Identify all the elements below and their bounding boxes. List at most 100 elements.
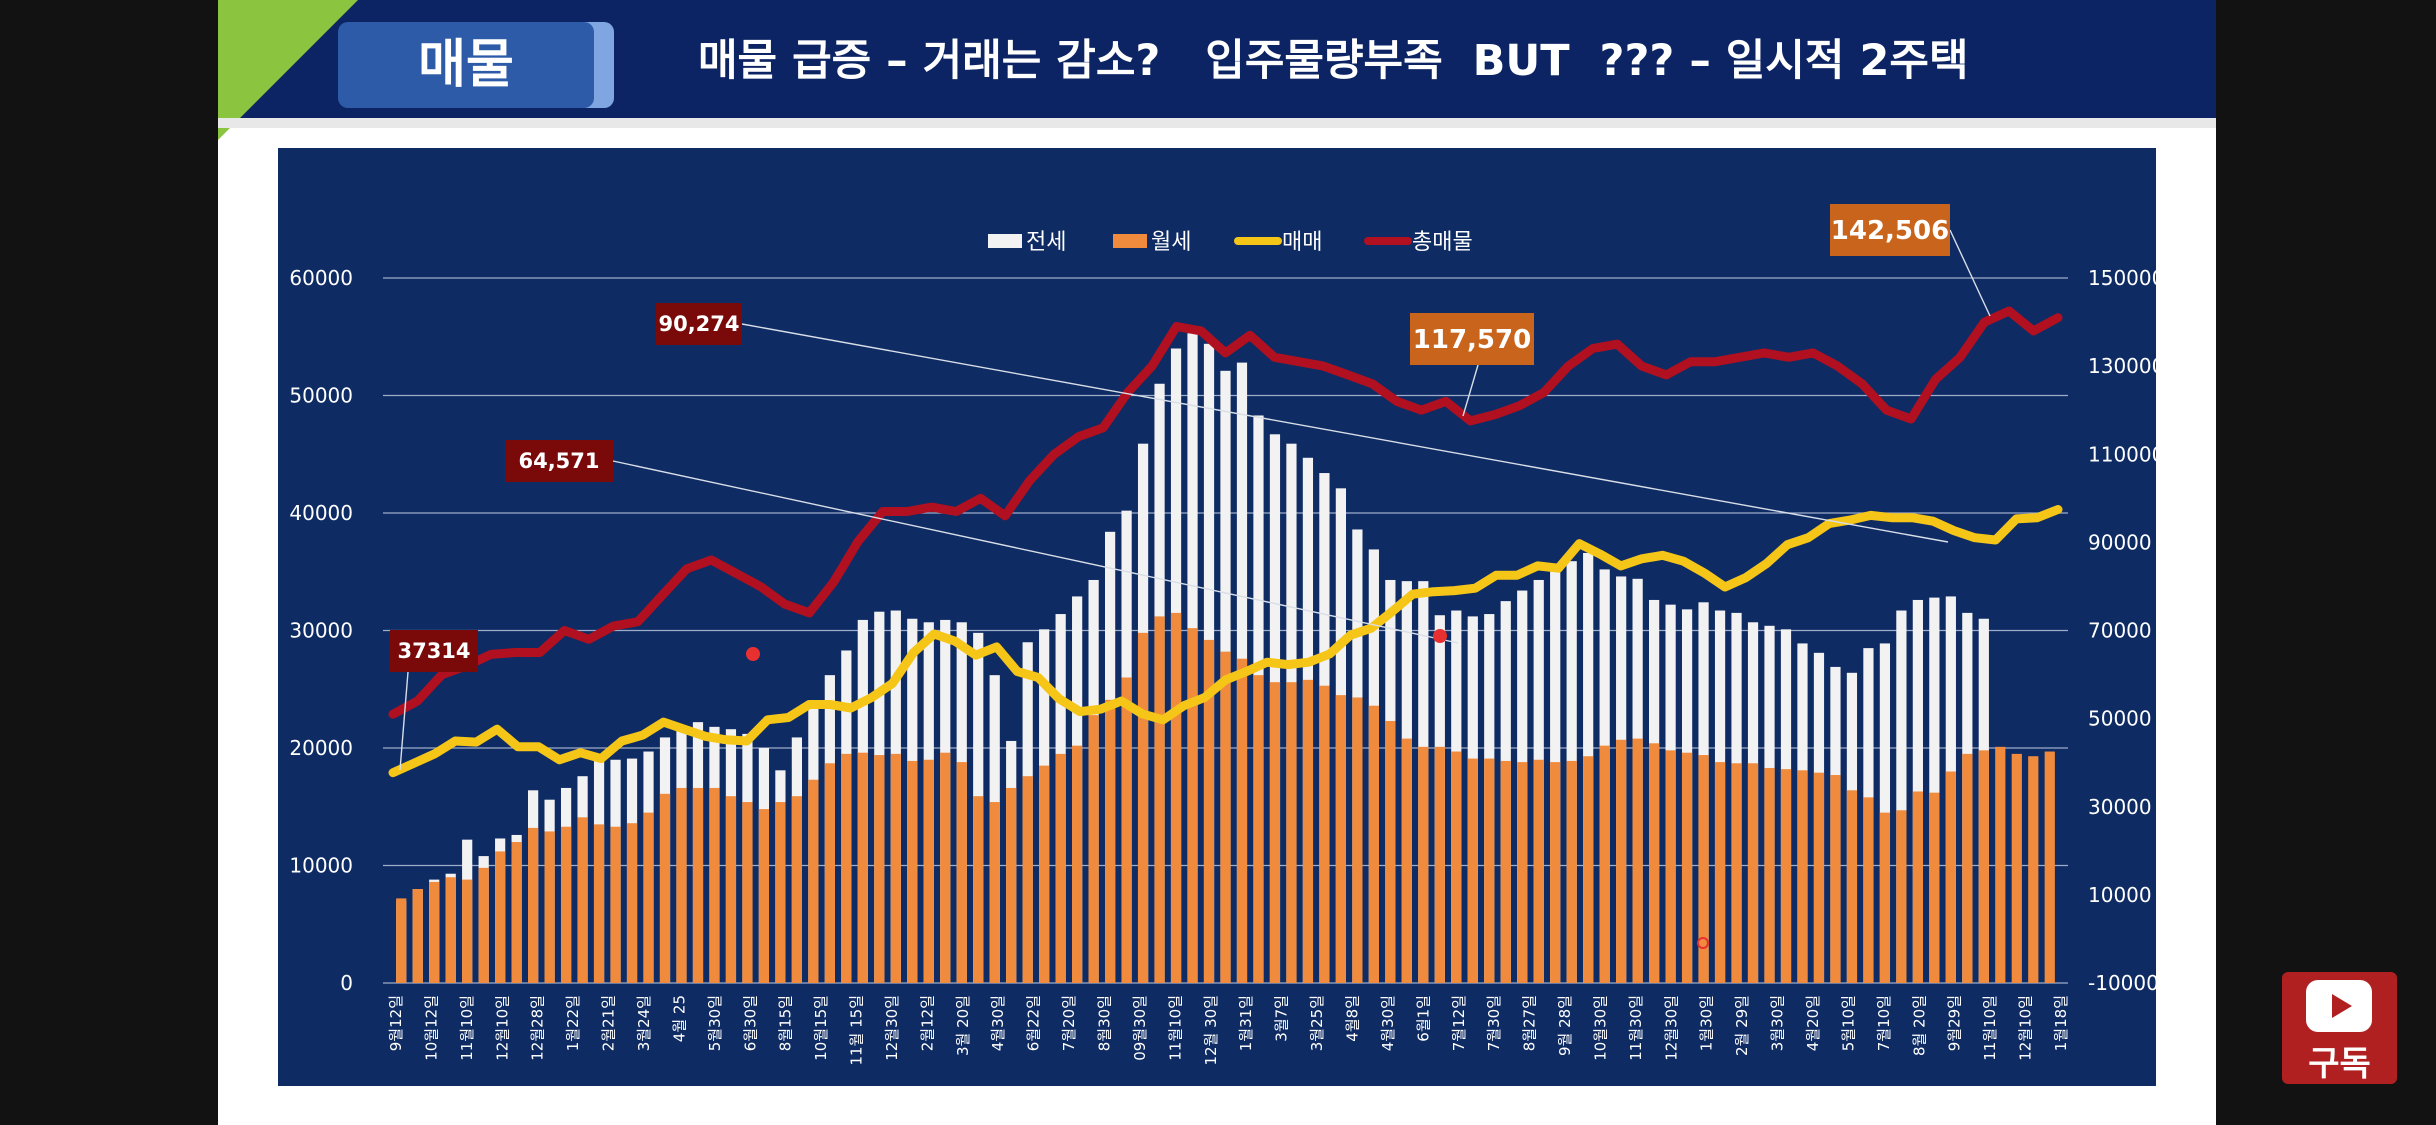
legend-swatch (988, 234, 1022, 248)
bar-wolse (1484, 758, 1495, 983)
x-tick-label: 11월10일 (1166, 995, 1184, 1061)
x-tick-label: 4월30일 (1379, 995, 1397, 1051)
bar-wolse (1170, 612, 1182, 983)
callout-label: 117,570 (1413, 325, 1531, 355)
x-tick-label: 11월 15일 (848, 995, 866, 1066)
header-divider (218, 118, 2216, 128)
x-tick-label: 1월31일 (1237, 995, 1255, 1051)
y-right-tick-label: 30000 (2088, 795, 2152, 819)
bar-wolse (577, 817, 588, 983)
y-left-tick-label: 20000 (289, 736, 353, 760)
y-left-tick-label: 0 (340, 971, 353, 995)
callout-box (656, 303, 742, 345)
x-tick-label: 2월12일 (918, 995, 936, 1051)
bar-wolse (1962, 753, 1973, 983)
bar-wolse (973, 796, 984, 983)
x-tick-label: 8월 20일 (1910, 995, 1928, 1056)
legend-swatch (1113, 234, 1147, 248)
callout-leader (399, 671, 409, 771)
bar-wolse (1236, 658, 1248, 983)
subscribe-button[interactable]: 구독 (2282, 972, 2397, 1084)
bar-wolse (429, 881, 440, 983)
bar-wolse (1319, 685, 1330, 983)
x-tick-label: 7월30일 (1485, 995, 1503, 1051)
bar-wolse (2011, 753, 2022, 983)
bar-jeonse (1929, 597, 1940, 983)
bar-wolse (1286, 682, 1297, 983)
bar-wolse (1104, 699, 1116, 983)
legend-label: 전세 (1026, 230, 1066, 255)
bar-wolse (1616, 739, 1627, 983)
x-tick-label: 7월10일 (1875, 995, 1893, 1051)
y-left-tick-label: 40000 (289, 501, 353, 525)
bar-wolse (1220, 651, 1231, 983)
x-tick-label: 12월10일 (493, 995, 511, 1061)
bar-wolse (1995, 746, 2006, 983)
bar-wolse (560, 826, 572, 983)
y-right-tick-label: 50000 (2088, 707, 2152, 731)
callout-leader (1462, 364, 1479, 417)
bar-wolse (1154, 616, 1165, 983)
section-tag-label: 매물 (418, 35, 514, 95)
y-right-tick-label: -10000 (2088, 971, 2156, 995)
bar-wolse (1269, 682, 1281, 983)
x-tick-label: 12월 30일 (1202, 995, 1220, 1066)
bar-wolse (1830, 775, 1841, 983)
x-tick-label: 11월30일 (1627, 995, 1645, 1061)
callout-leader (741, 323, 1949, 543)
bar-wolse (1121, 677, 1132, 983)
combo-chart: 0 10000 20000 30000 40000 50000 60000 -10000 100… (289, 204, 2164, 1066)
section-tag: 매물 (338, 22, 614, 108)
x-tick-label: 11월10일 (458, 995, 476, 1061)
bar-wolse (1088, 715, 1099, 983)
line-maemae (388, 505, 2063, 778)
callout-leader (1949, 229, 1991, 317)
callout-label: 142,506 (1831, 216, 1949, 246)
callout-leader (612, 460, 1459, 644)
legend-label: 매매 (1282, 230, 1322, 255)
bar-wolse (544, 831, 555, 983)
bar-wolse (1583, 756, 1594, 983)
legend-label: 총매물 (1412, 230, 1473, 255)
bar-wolse (1945, 771, 1956, 983)
bar-wolse (1797, 770, 1808, 983)
y-right-tick-label: 110000 (2088, 442, 2156, 466)
bar-wolse (511, 842, 522, 983)
bar-wolse (1434, 746, 1445, 983)
x-tick-label: 3월 20일 (954, 995, 972, 1056)
bar-wolse (643, 812, 654, 983)
x-tick-label: 12월10일 (2017, 995, 2035, 1061)
x-tick-label: 4월30일 (989, 995, 1007, 1051)
callout-label: 37314 (397, 639, 470, 663)
x-tick-label: 8월15일 (777, 995, 795, 1051)
bar-wolse (1533, 759, 1544, 983)
x-tick-label: 1월18일 (2052, 995, 2070, 1051)
x-tick-label: 3월24일 (635, 995, 653, 1051)
bar-wolse (890, 753, 901, 983)
bar-wolse (1896, 810, 1907, 983)
bar-wolse (1039, 765, 1050, 983)
x-tick-label: 2월 29일 (1733, 995, 1751, 1056)
bar-wolse (593, 824, 605, 983)
y-left-tick-label: 50000 (289, 384, 353, 408)
bar-wolse (1550, 762, 1561, 983)
bar-wolse (1649, 743, 1660, 983)
callout-box (1410, 313, 1534, 365)
bar-wolse (1599, 745, 1610, 983)
bar-wolse (1418, 746, 1429, 983)
bar-wolse (775, 802, 786, 983)
line-total-listings (388, 306, 2063, 719)
x-tick-label: 4월 25 (670, 995, 688, 1042)
bar-wolse (412, 889, 423, 983)
x-tick-label: 10월15일 (812, 995, 830, 1061)
bar-wolse (396, 898, 407, 983)
bar-wolse (528, 827, 539, 983)
bar-wolse (1912, 791, 1923, 983)
callout-box (1830, 204, 1950, 256)
x-tick-label: 11월10일 (1981, 995, 1999, 1061)
bar-wolse (709, 787, 720, 983)
x-tick-label: 1월22일 (564, 995, 582, 1051)
bar-wolse (1929, 792, 1940, 983)
callout-box (505, 440, 613, 482)
x-tick-label: 9월12일 (387, 995, 405, 1051)
